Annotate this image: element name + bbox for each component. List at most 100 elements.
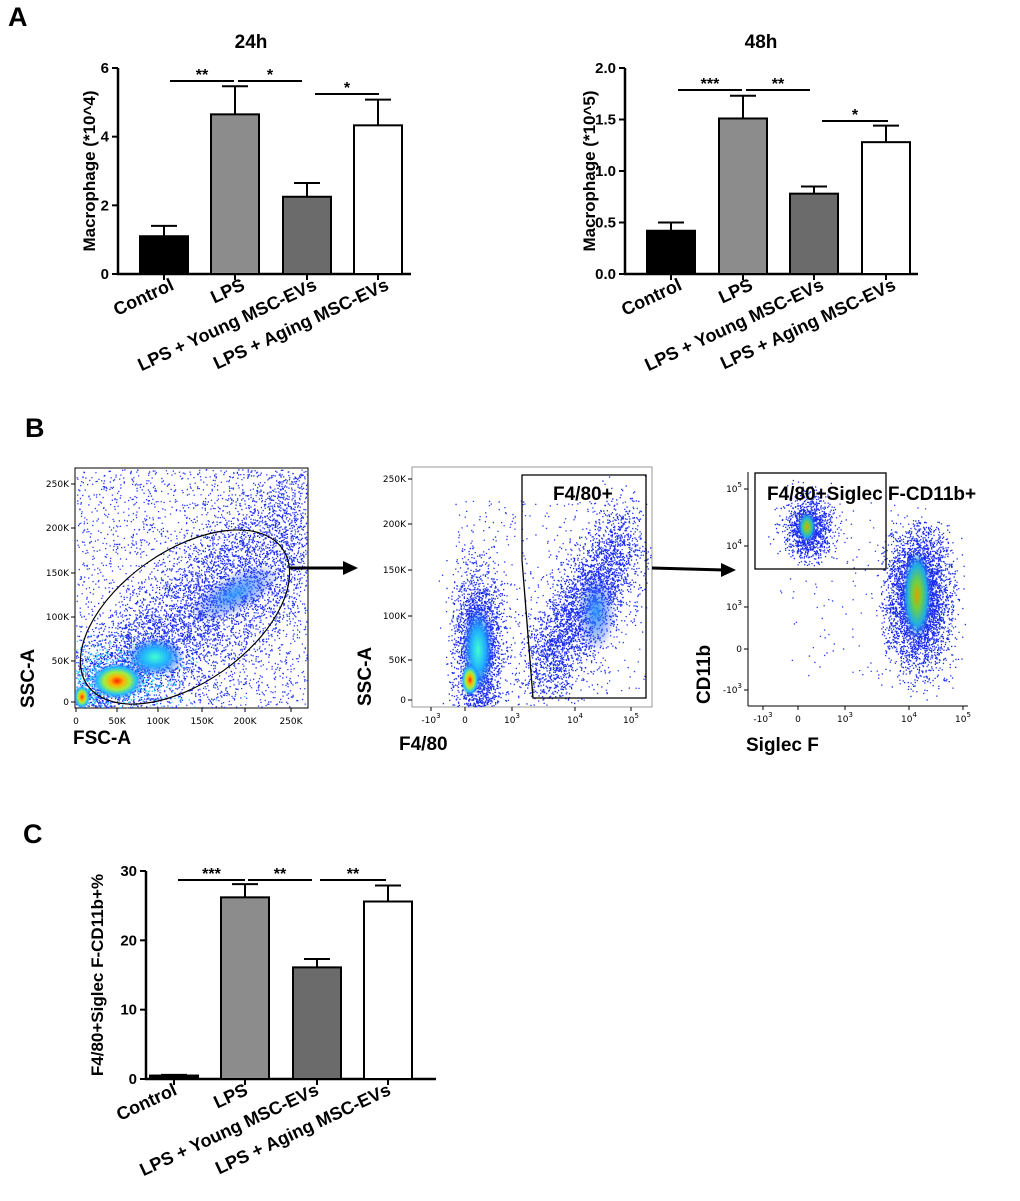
flow-plot-3-gate — [754, 472, 887, 570]
flow-x-tick-label: 104 — [901, 711, 917, 725]
flow-x-tick-label: 200K — [233, 717, 257, 727]
y-axis-label: Macrophage (*10^5) — [580, 90, 599, 251]
flow-plot-2-density-hot — [461, 664, 479, 696]
y-tick-label: 4 — [101, 129, 110, 146]
y-tick-label: 2.0 — [595, 60, 616, 77]
y-axis-label: Macrophage (*10^4) — [80, 90, 99, 251]
bar-young — [282, 195, 332, 275]
flow-x-tick-label: 0 — [73, 717, 79, 727]
y-tick-label: 6 — [101, 60, 109, 77]
bar-lps — [718, 117, 768, 275]
chart-title: 24h — [235, 32, 268, 53]
flow-y-tick-label: 0 — [400, 696, 406, 706]
y-tick-label: 0 — [129, 1071, 137, 1088]
bar-aging — [363, 900, 413, 1080]
flow-x-tick-label: 104 — [567, 712, 583, 726]
flow-y-tick-label: 100K — [383, 612, 407, 622]
y-axis-label: F4/80+Siglec F-CD11b+% — [88, 874, 107, 1076]
flow-x-tick-label: 0 — [795, 715, 801, 725]
flow-plot-2-gate-label: F4/80+ — [553, 484, 613, 505]
flow-x-tick-label: 100K — [146, 717, 170, 727]
category-label: Control — [110, 274, 176, 319]
flow-plot-2-gate — [521, 474, 647, 699]
bar-lps — [210, 113, 260, 275]
flow-plot-1-density-hot — [91, 663, 143, 699]
flow-plot-3-dots — [768, 479, 966, 701]
flow-plot-2-ylabel: SSC-A — [355, 647, 376, 706]
flow-plot-f480-ssc: F4/80+ -103 0 103 104 105 0 50K 100K 150K 200K 250… — [355, 466, 653, 755]
y-tick-label: 10 — [120, 1002, 137, 1019]
flow-y-tick-label: 200K — [383, 520, 407, 530]
y-tick-label: 1.0 — [595, 163, 616, 180]
flow-plot-siglecf-cd11b: F4/80+Siglec F-CD11b+ -103 0 103 104 105 105 1… — [694, 472, 976, 756]
arrow-2 — [651, 563, 736, 577]
flow-plot-2-density-pos — [576, 572, 616, 652]
flow-plot-1-gate-ellipse — [79, 529, 291, 705]
flow-y-tick-label: 104 — [726, 538, 742, 552]
category-label: Control — [113, 1079, 179, 1124]
flow-x-tick-label: 50K — [108, 717, 126, 727]
y-tick-label: 0.0 — [595, 266, 616, 283]
flow-plot-fsc-ssc: 0 50K 100K 150K 200K 250K 0 50K 100K 150K 200K 250K… — [18, 467, 309, 749]
event-dots — [76, 469, 309, 709]
flow-plot-3-xlabel: Siglec F — [746, 735, 819, 756]
bar-aging — [353, 124, 403, 275]
flow-plot-1-dots — [76, 469, 309, 709]
category-label: LPS — [716, 274, 756, 307]
significance-label: ** — [274, 866, 287, 883]
flow-plot-1-density-main — [189, 564, 281, 623]
flow-plot-1-density-edge — [74, 685, 90, 709]
flow-y-tick-label: 100K — [46, 613, 70, 623]
significance-label: * — [852, 107, 859, 124]
flow-plot-2-xlabel: F4/80 — [399, 734, 448, 755]
flow-plot-3-gate-label: F4/80+Siglec F-CD11b+ — [767, 484, 976, 505]
bar-young — [789, 192, 839, 275]
flow-x-tick-label: 103 — [504, 712, 520, 726]
flow-plot-1-xlabel: FSC-A — [73, 728, 131, 749]
flow-x-tick-label: 103 — [837, 711, 853, 725]
panel-b-letter: B — [25, 413, 45, 443]
flow-y-tick-label: 50K — [389, 656, 407, 666]
significance-label: * — [267, 67, 274, 84]
chart-title: 48h — [745, 32, 778, 53]
bar-control — [139, 235, 189, 276]
flow-y-tick-label: 250K — [383, 475, 407, 485]
flow-x-tick-label: 250K — [279, 717, 303, 727]
flow-y-tick-label: 200K — [46, 524, 70, 534]
flow-y-tick-label: 50K — [52, 657, 70, 667]
flow-y-tick-label: 105 — [726, 481, 742, 495]
y-tick-label: 20 — [120, 932, 137, 949]
flow-y-tick-label: 150K — [46, 569, 70, 579]
bar-control — [646, 229, 696, 276]
flow-y-tick-label: -103 — [723, 682, 742, 696]
flow-y-tick-label: 250K — [46, 480, 70, 490]
bar-aging — [861, 141, 911, 275]
flow-plot-1-density-mid — [125, 637, 185, 677]
y-tick-label: 1.5 — [595, 112, 616, 129]
bar-control — [149, 1074, 199, 1080]
bar-chart-48h: 48h Macrophage (*10^5) 0.0 0.5 1.0 1.5 2.0 Cont… — [580, 32, 918, 375]
y-tick-label: 0 — [101, 266, 109, 283]
flow-plot-3-ylabel: CD11b — [694, 645, 715, 704]
significance-label: ** — [772, 76, 785, 93]
y-tick-label: 30 — [120, 863, 137, 880]
y-tick-label: 2 — [101, 197, 109, 214]
flow-plot-1-axes: 0 50K 100K 150K 200K 250K 0 50K 100K 150K 200K 250K — [46, 480, 304, 727]
significance-label: *** — [701, 76, 720, 93]
flow-x-tick-label: 105 — [623, 712, 639, 726]
significance-label: * — [344, 80, 351, 97]
flow-x-tick-label: -103 — [421, 712, 440, 726]
flow-plot-3-density-siglec — [902, 550, 932, 640]
category-label: Control — [618, 274, 684, 319]
bar-lps — [220, 896, 270, 1081]
arrow-1 — [289, 561, 358, 575]
flow-x-tick-label: 150K — [190, 717, 214, 727]
category-label: LPS — [208, 274, 248, 307]
flow-x-tick-label: 0 — [462, 716, 468, 726]
flow-x-tick-label: -103 — [753, 711, 772, 725]
flow-y-tick-label: 103 — [726, 599, 742, 613]
panel-a-letter: A — [8, 2, 28, 32]
